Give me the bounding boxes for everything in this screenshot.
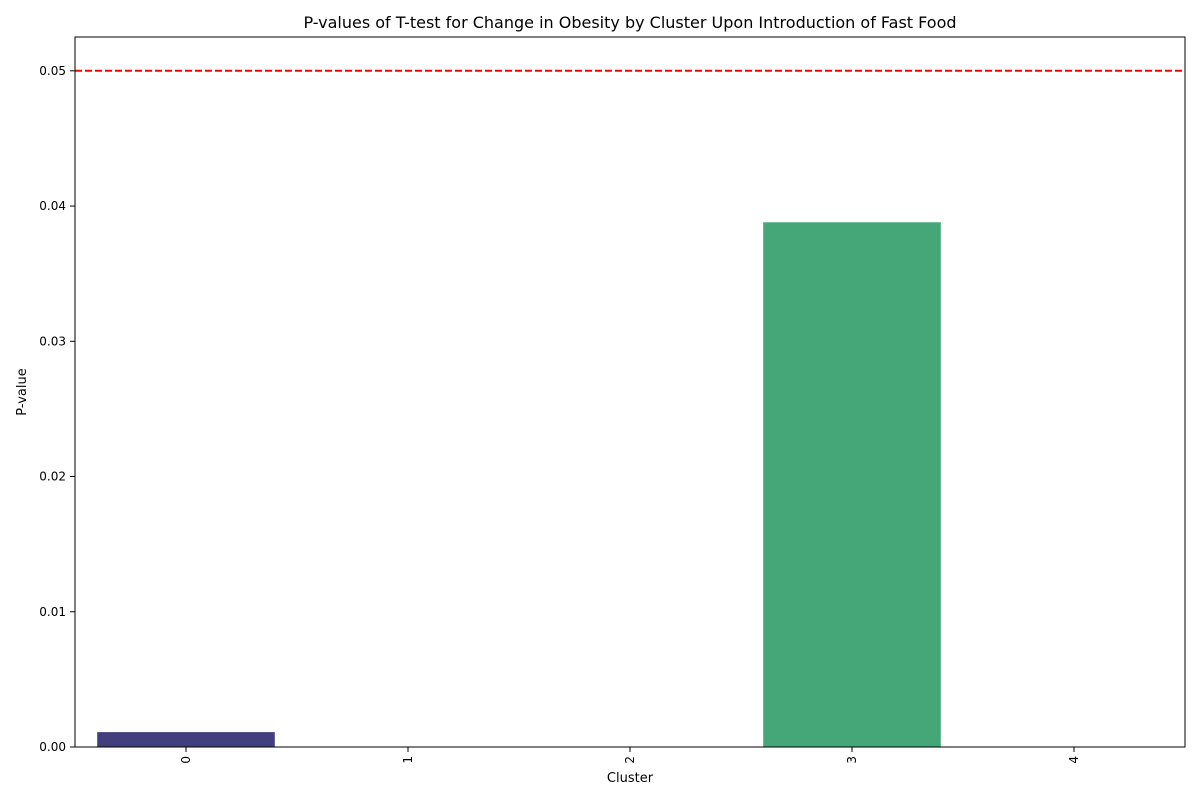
y-tick-label: 0.04 — [39, 199, 66, 213]
y-tick-label: 0.02 — [39, 470, 66, 484]
x-tick-label: 4 — [1067, 756, 1081, 764]
y-tick-label: 0.05 — [39, 64, 66, 78]
x-axis-label: Cluster — [607, 771, 654, 786]
y-axis-label: P-value — [15, 368, 30, 415]
y-tick-label: 0.03 — [39, 334, 66, 348]
x-tick-label: 3 — [845, 756, 859, 764]
bars-layer — [97, 222, 941, 747]
x-tick-label: 1 — [401, 756, 415, 764]
plot-frame — [74, 36, 1186, 748]
bar-cluster-0 — [97, 732, 275, 747]
y-tick-label: 0.00 — [39, 740, 66, 754]
y-ticks-layer: 0.00 0.01 0.02 0.03 0.04 0.05 — [39, 64, 75, 754]
chart-title: P-values of T-test for Change in Obesity… — [303, 13, 956, 32]
y-tick-label: 0.01 — [39, 605, 66, 619]
x-tick-label: 2 — [623, 756, 637, 764]
bar-cluster-3 — [763, 222, 941, 747]
axes-layer — [74, 36, 1186, 748]
x-ticks-layer: 0 1 2 3 4 — [179, 747, 1081, 764]
x-tick-label: 0 — [179, 756, 193, 764]
